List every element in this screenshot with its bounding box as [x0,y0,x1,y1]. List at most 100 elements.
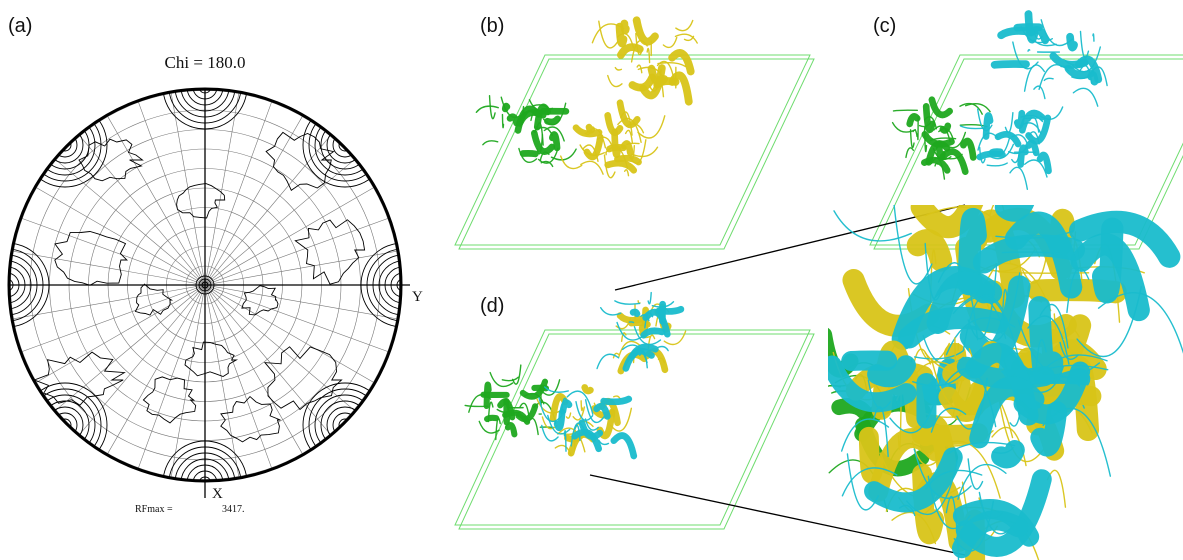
ribbon [1087,71,1099,86]
ribbon [544,386,570,393]
ribbon [648,69,662,92]
ribbon [616,321,645,341]
ribbon [631,146,659,158]
ribbon [607,74,623,88]
contour [54,231,128,286]
axis-label: Y [412,289,423,305]
ribbon [616,99,641,129]
ribbon [978,491,1016,535]
unit-cell [873,58,1183,250]
ribbon [580,160,604,175]
ribbon [623,169,630,177]
ribbon [581,384,594,395]
ribbon [1011,150,1021,164]
ribbon [620,19,630,35]
ribbon [893,205,933,285]
rim-contour [22,102,108,188]
ribbon [541,424,559,442]
ribbon [629,308,641,318]
ribbon [553,408,566,432]
ribbon [1043,77,1054,82]
ribbon [967,458,984,490]
ribbon [624,129,634,144]
ribbon [991,439,1025,469]
ribbon [544,115,561,126]
ribbon [954,337,960,389]
ribbon [1001,251,1065,255]
ribbon [500,96,526,118]
ribbon [489,371,514,388]
ribbon [1028,116,1040,133]
contour [294,219,366,285]
ribbon [541,379,561,396]
ribbon [614,66,623,71]
ribbon [864,447,963,513]
ribbon [846,453,880,511]
ribbon [1072,87,1099,107]
ribbon [612,352,620,359]
ribbon [964,103,991,113]
ribbon [933,125,951,143]
ribbon [921,131,955,148]
ribbon [531,384,550,392]
ribbon [533,126,537,133]
rim-contour [40,400,90,450]
ribbon [515,403,539,423]
panel-label: (d) [480,295,504,317]
ribbon [511,364,522,385]
ribbon [519,150,539,158]
ribbon [994,131,1022,148]
ribbon [1076,285,1142,358]
ribbon [618,340,641,358]
rim-contour [320,120,370,170]
ribbon [628,321,635,324]
ribbon [596,136,613,147]
ribbon [543,126,565,142]
ribbon [464,404,489,408]
ribbon [610,432,638,460]
ribbon [925,469,983,490]
ribbon [632,16,659,46]
ribbon [626,142,640,146]
ribbon [604,112,624,136]
ribbon [841,467,898,497]
ribbon [911,423,989,445]
ribbon [1033,85,1046,100]
ribbon [957,208,987,296]
ribbon [960,137,977,161]
ribbon [484,414,500,423]
zoom-line [589,474,966,556]
unit-cell [458,58,815,250]
ribbon [994,205,1035,222]
ribbon [988,148,1004,156]
ribbon [990,60,1030,69]
ribbon [1042,407,1112,477]
ribbon [1004,211,1083,299]
molecule-panels [454,10,1183,560]
panel-label: (a) [8,15,32,37]
ribbon [535,126,553,136]
ribbon [929,137,957,142]
rim-contour [308,388,382,462]
ribbon [662,36,678,49]
rim-contour [28,388,102,462]
ribbon [1028,131,1040,145]
ribbon [909,129,915,149]
ribbon [1091,217,1124,304]
unit-cell [454,54,811,246]
ribbon [997,27,1035,40]
ribbon [833,210,912,242]
ribbon [563,430,567,452]
contour [184,341,239,377]
ribbon [959,123,988,128]
ribbon [501,376,519,382]
rim-contour [302,102,388,188]
contour [241,285,279,316]
ribbon [611,128,622,159]
ribbon [598,439,610,446]
ribbon [1025,139,1040,157]
ribbon [906,229,953,272]
ribbon [1025,114,1052,145]
ribbon [593,403,611,420]
ribbon [636,64,643,74]
